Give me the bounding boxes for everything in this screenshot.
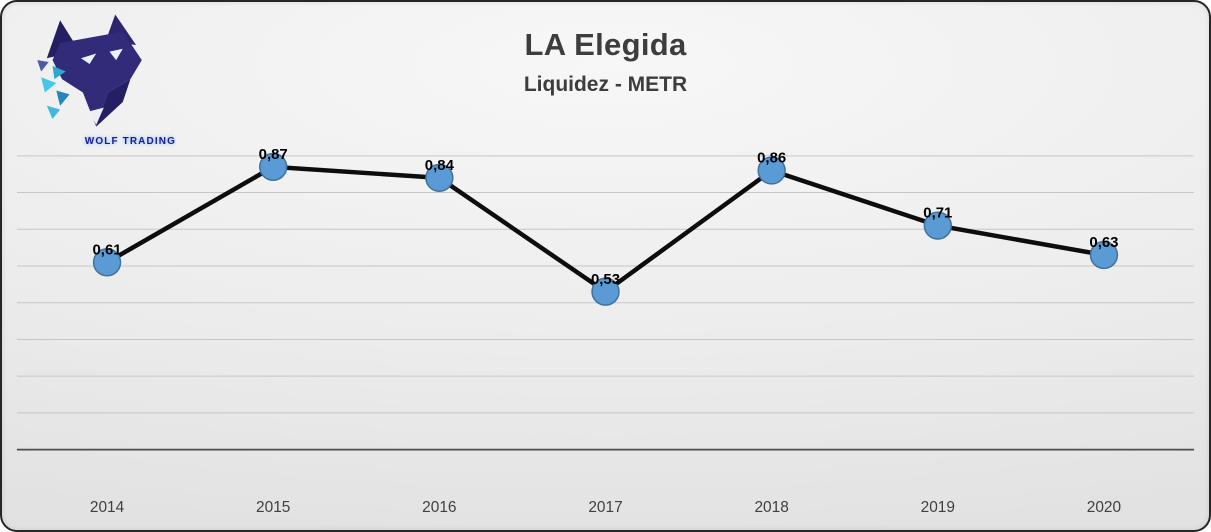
wolf-trading-logo: WOLF TRADING: [37, 14, 176, 147]
data-point-marker: [591, 277, 620, 306]
data-point-marker: [1089, 240, 1119, 270]
wolf-head-icon: [46, 14, 142, 127]
data-point-label: 0,84: [425, 158, 455, 174]
chart-title: LA Elegida: [524, 27, 687, 62]
wolf-shards-decoration: [37, 60, 70, 120]
data-point-label: 0,86: [757, 151, 786, 167]
x-axis-label: 2014: [90, 499, 125, 516]
data-point-marker: [757, 156, 786, 185]
x-axis-label: 2020: [1087, 499, 1121, 516]
x-axis-label: 2018: [754, 499, 788, 516]
data-point-label: 0,87: [259, 147, 288, 163]
data-point-label: 0,53: [591, 272, 620, 288]
data-point-label: 0,71: [923, 206, 952, 222]
data-point-marker: [425, 163, 454, 193]
data-point-marker: [923, 211, 953, 240]
chart-subtitle: Liquidez - METR: [523, 73, 688, 96]
x-axis-label: 2019: [921, 499, 955, 516]
data-point-label: 0,63: [1089, 235, 1118, 251]
logo-brand-text: WOLF TRADING: [85, 136, 176, 147]
data-point-marker: [258, 152, 288, 181]
data-point-marker: [92, 248, 122, 277]
x-axis-label: 2016: [422, 499, 456, 516]
x-axis-label: 2015: [256, 499, 290, 516]
x-axis-label: 2017: [588, 499, 622, 516]
data-point-label: 0,61: [93, 242, 122, 258]
